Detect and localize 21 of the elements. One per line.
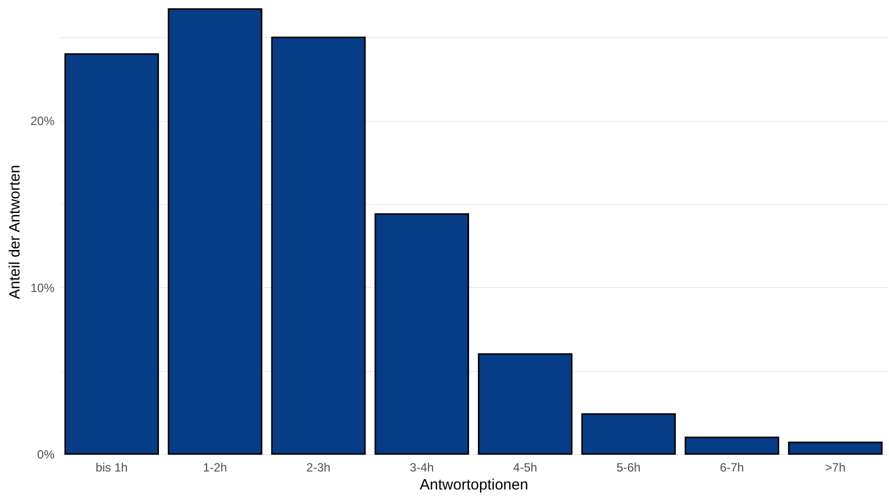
x-tick-label: 3-4h xyxy=(410,460,434,474)
x-tick-label: bis 1h xyxy=(96,460,128,474)
bar xyxy=(271,36,366,455)
x-tick-label: 1-2h xyxy=(203,460,228,474)
x-tick-label: >7h xyxy=(825,460,846,474)
bar xyxy=(64,53,159,455)
y-tick-label: 0% xyxy=(37,448,55,462)
y-tick-label: 20% xyxy=(30,114,55,128)
bar xyxy=(374,213,470,455)
x-tick-label: 6-7h xyxy=(720,460,744,474)
bar xyxy=(168,8,262,455)
bar xyxy=(581,413,676,455)
y-tick-label: 10% xyxy=(30,280,55,295)
bar xyxy=(684,436,780,455)
bar xyxy=(478,353,572,455)
y-axis-title: Anteil der Antworten xyxy=(6,164,24,300)
x-tick-label: 2-3h xyxy=(306,460,330,474)
x-axis-title: Antwortoptionen xyxy=(420,476,528,494)
bar xyxy=(788,442,883,455)
x-tick-label: 4-5h xyxy=(513,460,538,474)
x-tick-label: 5-6h xyxy=(616,460,641,474)
